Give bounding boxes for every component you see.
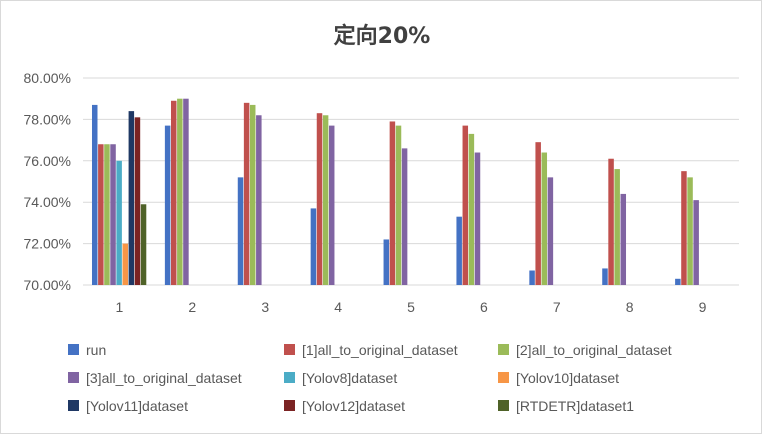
bar-run-cat-1 (91, 104, 98, 285)
bar--3-all-to-original-dataset-cat-1 (110, 144, 116, 285)
x-tick-label: 6 (480, 299, 488, 315)
y-tick-label: 80.00% (24, 70, 71, 86)
legend-swatch (68, 372, 79, 383)
bar--2-all-to-original-dataset-cat-7 (541, 152, 548, 285)
legend-item: [1]all_to_original_dataset (284, 342, 458, 358)
legend-swatch (284, 400, 295, 411)
bar--2-all-to-original-dataset-cat-9 (687, 177, 693, 285)
legend-swatch (284, 344, 295, 355)
bar-run-cat-8 (602, 268, 608, 285)
y-axis-ticks: 70.00% 72.00% 74.00% 76.00% 78.00% 80.00% (24, 70, 71, 293)
bar--3-all-to-original-dataset-cat-5 (401, 148, 408, 285)
bar--1-all-to-original-dataset-cat-7 (535, 142, 541, 285)
bar-run-cat-6 (456, 216, 462, 285)
bar--2-all-to-original-dataset-cat-4 (322, 115, 329, 285)
legend-label: [RTDETR]dataset1 (516, 398, 634, 414)
bar--3-all-to-original-dataset-cat-6 (474, 152, 481, 285)
bar--1-all-to-original-dataset-cat-6 (462, 125, 469, 285)
bar-run-cat-5 (383, 239, 390, 285)
chart-title: 定向20% (334, 23, 431, 49)
bar--yolov12-dataset-cat-1 (134, 117, 141, 285)
x-tick-label: 5 (407, 299, 415, 315)
bar--2-all-to-original-dataset-cat-5 (395, 125, 402, 285)
bars (91, 98, 699, 286)
bar--1-all-to-original-dataset-cat-1 (98, 144, 104, 285)
y-tick-label: 76.00% (24, 153, 71, 169)
legend-swatch (498, 372, 509, 383)
x-tick-label: 8 (626, 299, 634, 315)
x-tick-label: 4 (334, 299, 342, 315)
bar--3-all-to-original-dataset-cat-7 (547, 177, 554, 285)
bar--3-all-to-original-dataset-cat-3 (256, 115, 262, 285)
legend-label: [3]all_to_original_dataset (86, 370, 242, 386)
bar-run-cat-2 (164, 125, 171, 285)
bar--1-all-to-original-dataset-cat-8 (608, 158, 614, 285)
legend-item: [Yolov10]dataset (498, 370, 619, 386)
y-tick-label: 72.00% (24, 236, 71, 252)
x-tick-label: 7 (553, 299, 561, 315)
legend-item: [RTDETR]dataset1 (498, 398, 634, 414)
legend-swatch (498, 344, 509, 355)
bar--1-all-to-original-dataset-cat-2 (170, 100, 177, 286)
legend-swatch (284, 372, 295, 383)
bar--1-all-to-original-dataset-cat-3 (243, 102, 250, 285)
bar--2-all-to-original-dataset-cat-1 (104, 144, 110, 285)
bar--2-all-to-original-dataset-cat-2 (177, 98, 183, 285)
bar--yolov8-dataset-cat-1 (116, 160, 122, 285)
bar--1-all-to-original-dataset-cat-4 (316, 113, 323, 285)
legend-label: [1]all_to_original_dataset (302, 342, 458, 358)
y-tick-label: 74.00% (24, 194, 71, 210)
legend-label: [2]all_to_original_dataset (516, 342, 672, 358)
legend-item: [Yolov8]dataset (284, 370, 397, 386)
legend-swatch (498, 400, 509, 411)
bar--3-all-to-original-dataset-cat-8 (620, 193, 627, 285)
x-axis-ticks: 1 2 3 4 5 6 7 8 9 (116, 299, 707, 315)
legend-label: [Yolov8]dataset (302, 370, 397, 386)
bar--yolov11-dataset-cat-1 (128, 111, 135, 286)
x-tick-label: 1 (116, 299, 124, 315)
x-tick-label: 3 (261, 299, 269, 315)
bar--2-all-to-original-dataset-cat-8 (614, 169, 620, 285)
legend-item: run (68, 342, 106, 358)
bar--rtdetr-dataset1-cat-1 (140, 204, 147, 285)
bar-run-cat-7 (529, 270, 535, 285)
gridlines (83, 77, 739, 286)
legend-label: run (86, 342, 106, 358)
legend-item: [Yolov11]dataset (68, 398, 188, 414)
bar--3-all-to-original-dataset-cat-9 (693, 200, 699, 285)
legend-label: [Yolov10]dataset (516, 370, 619, 386)
x-tick-label: 2 (188, 299, 196, 315)
bar--3-all-to-original-dataset-cat-4 (328, 125, 335, 285)
legend: run [1]all_to_original_dataset [2]all_to_o… (68, 342, 672, 414)
bar--3-all-to-original-dataset-cat-2 (183, 98, 189, 285)
legend-item: [Yolov12]dataset (284, 398, 405, 414)
legend-label: [Yolov12]dataset (302, 398, 405, 414)
legend-swatch (68, 344, 79, 355)
y-tick-label: 78.00% (24, 111, 71, 127)
bar--1-all-to-original-dataset-cat-9 (681, 171, 687, 285)
bar-run-cat-9 (675, 278, 681, 285)
bar--yolov10-dataset-cat-1 (122, 243, 128, 285)
bar-run-cat-4 (310, 208, 317, 285)
bar-run-cat-3 (237, 177, 244, 285)
bar--2-all-to-original-dataset-cat-3 (249, 104, 256, 285)
legend-item: [2]all_to_original_dataset (498, 342, 672, 358)
y-tick-label: 70.00% (24, 277, 71, 293)
x-tick-label: 9 (699, 299, 707, 315)
bar--2-all-to-original-dataset-cat-6 (468, 133, 475, 285)
legend-item: [3]all_to_original_dataset (68, 370, 242, 386)
legend-label: [Yolov11]dataset (86, 398, 188, 414)
bar--1-all-to-original-dataset-cat-5 (389, 121, 396, 285)
legend-swatch (68, 400, 79, 411)
